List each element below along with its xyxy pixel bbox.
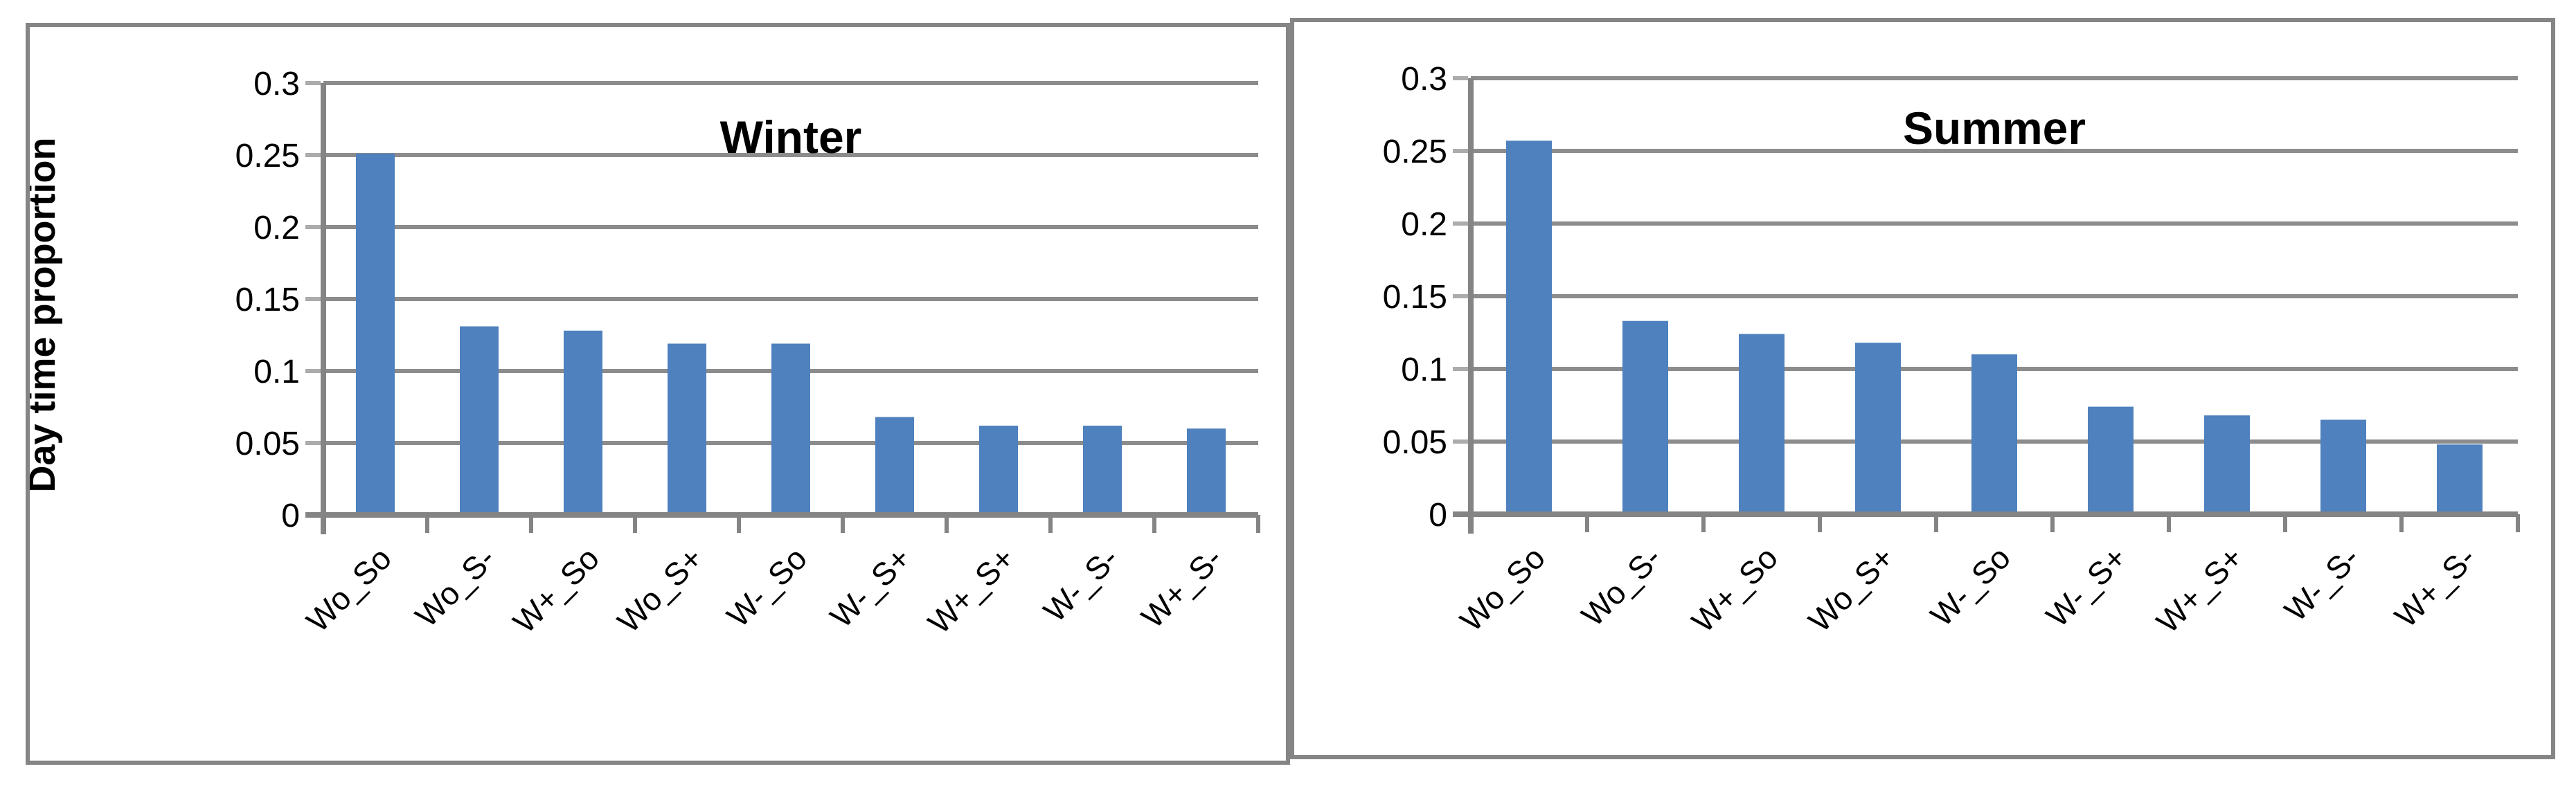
x-category-label: W+_So bbox=[506, 540, 606, 640]
summer-chart-svg: 0.3 0.25 0.2 0.15 0.1 0.05 0Wo_So Wo_S- W+_So Wo_… bbox=[1383, 61, 2520, 640]
y-tick-label: 0.05 bbox=[235, 426, 300, 462]
x-category-label: W-_S+ bbox=[2039, 539, 2134, 634]
bar bbox=[1622, 320, 1668, 514]
bar bbox=[771, 343, 810, 515]
x-category-label: W+_S- bbox=[2388, 539, 2483, 634]
x-category-label: W+_S+ bbox=[921, 540, 1021, 640]
x-category-label: W-_S- bbox=[2278, 539, 2366, 628]
y-tick-label: 0.15 bbox=[235, 282, 300, 318]
x-category-label: Wo_S+ bbox=[610, 540, 710, 640]
y-tick-label: 0.1 bbox=[253, 354, 300, 390]
bar bbox=[2088, 406, 2134, 514]
x-category-label: Wo_S- bbox=[1574, 539, 1668, 633]
y-tick-label: 0.25 bbox=[235, 138, 300, 174]
bar bbox=[2437, 444, 2483, 514]
y-tick-label: 0.2 bbox=[1401, 206, 1447, 243]
y-tick-label: 0.25 bbox=[1383, 134, 1447, 170]
bar bbox=[356, 153, 395, 516]
chart-title: Summer bbox=[1903, 102, 2086, 154]
x-category-label: Wo_S+ bbox=[1801, 539, 1901, 639]
bar bbox=[668, 343, 706, 515]
bar bbox=[1083, 426, 1122, 515]
bar bbox=[875, 417, 914, 515]
winter-chart-svg: 0.3 0.25 0.2 0.15 0.1 0.05 0 Wo_So Wo_S- W+_So Wo_… bbox=[30, 66, 1260, 641]
bar bbox=[564, 330, 602, 515]
x-category-label: Wo_S- bbox=[408, 540, 502, 634]
summer-chart-panel: 0.3 0.25 0.2 0.15 0.1 0.05 0 Wo_So Wo_S- W+_So Wo_… bbox=[1290, 18, 2555, 759]
bar bbox=[460, 326, 499, 515]
x-category-label: W-_S- bbox=[1037, 540, 1125, 628]
bar bbox=[1506, 140, 1552, 515]
x-category-label: W-_So bbox=[719, 540, 814, 634]
chart-title: Winter bbox=[720, 111, 862, 163]
y-tick-label: 0.3 bbox=[1401, 61, 1447, 98]
bar bbox=[1739, 334, 1785, 514]
bar bbox=[2320, 419, 2366, 514]
x-category-label: Wo_So bbox=[299, 540, 398, 639]
x-category-label: W-_So bbox=[1923, 539, 2017, 633]
x-category-label: W+_So bbox=[1685, 539, 1785, 639]
bar bbox=[1187, 428, 1226, 515]
y-tick-label: 0.2 bbox=[253, 210, 300, 246]
y-tick-label: 0.3 bbox=[253, 66, 300, 102]
x-category-label: Wo_So bbox=[1453, 539, 1552, 638]
bar bbox=[979, 426, 1018, 515]
y-tick-label: 0 bbox=[1429, 497, 1447, 534]
x-category-label: W-_S+ bbox=[823, 540, 918, 635]
y-axis-title: Day time proportion bbox=[30, 137, 63, 492]
y-tick-label: 0 bbox=[281, 498, 300, 534]
y-tick-label: 0.15 bbox=[1383, 279, 1447, 316]
x-category-label: W+_S- bbox=[1134, 540, 1229, 635]
x-category-label: W+_S+ bbox=[2149, 539, 2250, 640]
bar bbox=[2204, 415, 2250, 514]
y-tick-label: 0.05 bbox=[1383, 424, 1447, 461]
bar bbox=[1855, 343, 1901, 514]
winter-chart-panel: 0.3 0.25 0.2 0.15 0.1 0.05 0 Wo_So Wo_S- W+_So Wo_… bbox=[26, 23, 1290, 765]
y-tick-label: 0.1 bbox=[1401, 352, 1447, 388]
winter-chart-layer: 0.3 0.25 0.2 0.15 0.1 0.05 0 Wo_So Wo_S- W+_So Wo_… bbox=[235, 66, 1260, 641]
bar bbox=[1971, 354, 2017, 514]
